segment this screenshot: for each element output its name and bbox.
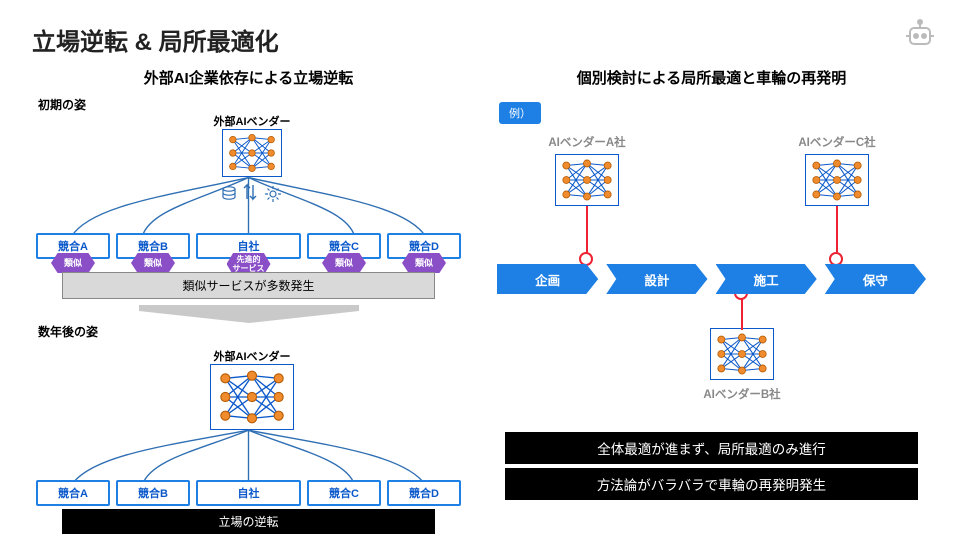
vendor-c-label: AIベンダーC社 [787, 134, 887, 150]
company-box: 競合C [307, 480, 381, 506]
step-row: 企画設計施工保守 [495, 264, 928, 294]
company-row-initial: 競合A類似競合B類似自社先進的 サービス競合C類似競合D類似 [32, 233, 465, 259]
company-box: 自社 [196, 480, 301, 506]
left-column: 外部AI企業依存による立場逆転 初期の姿 外部AIベンダー [32, 67, 465, 540]
black-bar: 立場の逆転 [62, 509, 435, 534]
nn-vendor-b [710, 328, 774, 380]
nn-icon-big [210, 364, 294, 430]
panel-later: 外部AIベンダー 競合A競合B自社競合C競合D 立場の逆転 [32, 350, 465, 540]
vendor-a-label: AIベンダーA社 [537, 134, 637, 150]
nn-vendor-c [805, 154, 869, 206]
nn-vendor-a [555, 154, 619, 206]
company-row-later: 競合A競合B自社競合C競合D [32, 480, 465, 506]
gray-bar: 類似サービスが多数発生 [62, 272, 435, 299]
company-box: 競合C類似 [307, 233, 381, 259]
tag-badge: 類似 [322, 253, 366, 273]
link-a-line [586, 206, 588, 256]
example-badge: 例） [499, 102, 541, 124]
gear-icon [264, 185, 282, 208]
tag-badge: 類似 [131, 253, 175, 273]
right-subtitle: 個別検討による局所最適と車輪の再発明 [495, 67, 928, 88]
company-box: 競合B類似 [116, 233, 190, 259]
link-c-line [836, 206, 838, 256]
process-step: 企画 [497, 264, 598, 294]
company-box: 競合D [387, 480, 461, 506]
company-box: 競合A [36, 480, 110, 506]
company-box: 競合B [116, 480, 190, 506]
tag-badge: 類似 [51, 253, 95, 273]
vendor-label-1: 外部AIベンダー [192, 113, 312, 129]
left-subtitle: 外部AI企業依存による立場逆転 [32, 67, 465, 88]
company-box: 自社先進的 サービス [196, 233, 301, 259]
robot-icon [902, 14, 938, 50]
process-step: 保守 [825, 264, 926, 294]
panel-initial: 外部AIベンダー [32, 115, 465, 305]
right-canvas: AIベンダーA社 AIベンダーC社 AIベンダーB社 企画設計施工保守 [495, 128, 928, 428]
process-step: 設計 [606, 264, 707, 294]
messages: 全体最適が進まず、局所最適のみ進行方法論がバラバラで車輪の再発明発生 [495, 432, 928, 500]
message-bar: 方法論がバラバラで車輪の再発明発生 [505, 468, 918, 500]
link-b-line [741, 296, 743, 330]
company-box: 競合A類似 [36, 233, 110, 259]
updown-icon [242, 179, 258, 210]
message-bar: 全体最適が進まず、局所最適のみ進行 [505, 432, 918, 464]
company-box: 競合D類似 [387, 233, 461, 259]
right-column: 個別検討による局所最適と車輪の再発明 例） AIベンダーA社 AIベンダーC社 … [495, 67, 928, 540]
big-down-arrow [129, 303, 369, 323]
vendor-b-label: AIベンダーB社 [692, 386, 792, 402]
process-step: 施工 [716, 264, 817, 294]
initial-label: 初期の姿 [38, 96, 465, 113]
later-label: 数年後の姿 [38, 323, 465, 340]
nn-icon-small [222, 129, 282, 177]
tag-badge: 類似 [402, 253, 446, 273]
slide-title: 立場逆転 & 局所最適化 [32, 22, 928, 57]
vendor-label-2: 外部AIベンダー [192, 348, 312, 364]
db-icon [220, 185, 238, 206]
